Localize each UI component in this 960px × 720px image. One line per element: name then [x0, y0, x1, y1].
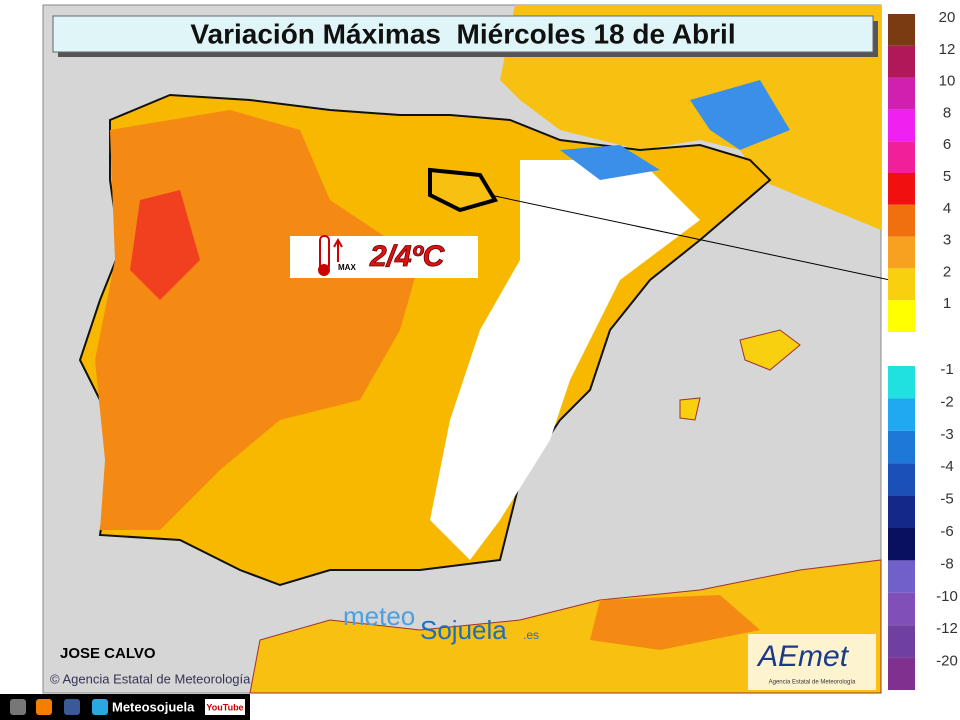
legend-label: 12: [939, 41, 956, 58]
badge-value: 2/4ºC: [369, 240, 446, 273]
watermark-sojuela: Sojuela: [420, 615, 507, 645]
legend-label: 1: [943, 295, 951, 312]
hot-area: [130, 190, 200, 300]
balearic-2: [679, 397, 701, 421]
la-rioja: [428, 167, 499, 213]
legend-swatch: [888, 560, 915, 593]
neutral-area: [430, 160, 700, 560]
legend-label: -1: [940, 361, 953, 378]
legend-swatch: [888, 592, 915, 626]
legend-label: 6: [943, 136, 951, 153]
legend-label: -12: [936, 620, 958, 637]
legend-label: -5: [940, 491, 953, 508]
facebook-icon: [64, 699, 80, 715]
legend-label: -6: [940, 523, 953, 540]
legend-label: -3: [940, 426, 953, 443]
thermometer-bulb: [318, 264, 330, 276]
legend-swatch: [888, 528, 915, 561]
legend-swatch: [888, 398, 915, 431]
author: JOSE CALVO: [60, 645, 156, 662]
logo-subtitle: Agencia Estatal de Meteorología: [769, 680, 856, 686]
legend-label: -20: [936, 653, 958, 670]
legend-swatch: [888, 14, 915, 46]
legend-label: -2: [940, 393, 953, 410]
footer-brand: Meteosojuela: [112, 699, 195, 714]
logo-box: [748, 634, 876, 690]
cold-area-2: [560, 145, 660, 180]
legend-swatch: [888, 366, 915, 399]
legend-label: 4: [943, 200, 951, 217]
logo-name: AEmet: [756, 640, 850, 673]
legend-swatch: [888, 268, 915, 301]
blogger-icon: [36, 699, 52, 715]
legend-swatch: [888, 77, 915, 110]
cold-area: [690, 80, 790, 150]
balearic: [739, 329, 801, 371]
legend-swatch: [888, 625, 915, 658]
legend-label: -4: [940, 458, 953, 475]
legend-label: -10: [936, 588, 958, 605]
legend-swatch: [888, 141, 915, 173]
legend-label: 5: [943, 168, 951, 185]
legend-swatch: [888, 495, 915, 528]
legend-swatch: [888, 109, 915, 142]
legend: 20 12 10 8 6 5 4 3 2 1 -1 -2 -3 -4 -5 -6 -8 -10 -12 -20: [888, 9, 958, 690]
up-arrow: [333, 237, 343, 262]
youtube-label[interactable]: YouTube: [206, 702, 243, 712]
legend-swatch: [888, 430, 915, 464]
legend-label: -8: [940, 555, 953, 572]
africa-warm: [590, 595, 760, 650]
legend-swatch: [888, 45, 915, 78]
legend-swatch: [888, 657, 915, 690]
watermark-meteo: meteo: [343, 601, 415, 631]
legend-swatch: [888, 463, 915, 496]
watermark-suffix: .es: [523, 628, 539, 642]
legend-label: 10: [939, 73, 956, 90]
legend-label: 2: [943, 263, 951, 280]
legend-swatch: [888, 204, 915, 237]
twitter-icon: [92, 699, 108, 715]
copyright: © Agencia Estatal de Meteorología: [50, 671, 251, 686]
legend-label: 3: [943, 232, 951, 249]
legend-label: 20: [939, 9, 956, 26]
france: [500, 5, 881, 230]
pointer-line: [489, 194, 891, 281]
title-box: [52, 15, 874, 53]
legend-swatch: [888, 300, 915, 332]
instagram-icon: [10, 699, 26, 715]
legend-label: 8: [943, 104, 951, 121]
legend-swatch: [888, 236, 915, 269]
youtube-box: [205, 699, 245, 715]
title: Variación Máximas Miércoles 18 de Abril: [190, 18, 735, 49]
legend-swatch: [888, 173, 915, 205]
badge-subscript: MAX: [338, 263, 356, 272]
